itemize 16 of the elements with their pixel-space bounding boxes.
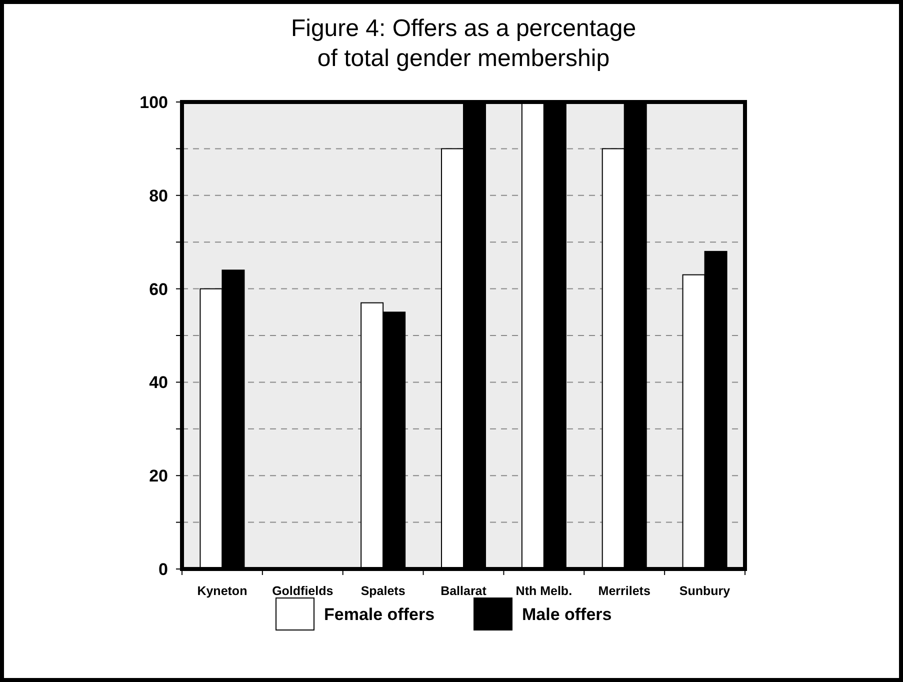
x-tick-label: Nth Melb. [516,584,572,598]
x-tick-label: Sunbury [679,584,730,598]
x-tick-label: Goldfields [272,584,334,598]
x-tick-label: Spalets [360,584,406,598]
x-tick-label: Ballarat [440,584,488,598]
x-tick-label: Merrilets [598,584,650,598]
legend-label: Female offers [324,604,435,624]
x-tick-label: Kyneton [197,584,248,598]
y-tick-label: 40 [149,373,168,392]
y-tick-label: 0 [158,560,168,579]
legend-label: Male offers [522,604,612,624]
y-tick-label: 20 [149,466,168,486]
chart-title: Figure 4: Offers as a percentage of total gender membership [290,15,636,72]
y-tick-label: 80 [149,186,168,206]
y-tick-label: 100 [140,92,168,112]
y-tick-label: 60 [149,280,168,299]
